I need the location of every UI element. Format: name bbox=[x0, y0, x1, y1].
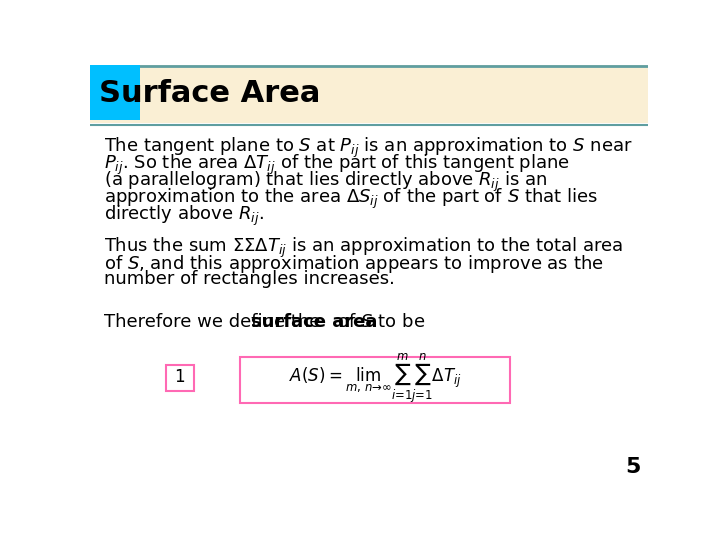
Text: (a parallelogram) that lies directly above $R_{ij}$ is an: (a parallelogram) that lies directly abo… bbox=[104, 170, 547, 194]
Text: surface area: surface area bbox=[251, 313, 377, 330]
Text: number of rectangles increases.: number of rectangles increases. bbox=[104, 269, 395, 288]
Text: of $S$ to be: of $S$ to be bbox=[332, 313, 425, 330]
Text: $A(S) = \lim_{m,\, n\to\infty} \sum_{i=1}^{m} \sum_{j=1}^{n} \Delta T_{ij}$: $A(S) = \lim_{m,\, n\to\infty} \sum_{i=1… bbox=[289, 352, 462, 405]
Text: Thus the sum $\Sigma\Sigma\Delta T_{ij}$ is an approximation to the total area: Thus the sum $\Sigma\Sigma\Delta T_{ij}$… bbox=[104, 236, 624, 260]
Text: Therefore we define the: Therefore we define the bbox=[104, 313, 326, 330]
Text: approximation to the area $\Delta S_{ij}$ of the part of $S$ that lies: approximation to the area $\Delta S_{ij}… bbox=[104, 186, 598, 211]
FancyBboxPatch shape bbox=[166, 365, 194, 392]
Text: Surface Area: Surface Area bbox=[99, 79, 320, 108]
FancyBboxPatch shape bbox=[90, 65, 140, 120]
Text: of $S$, and this approximation appears to improve as the: of $S$, and this approximation appears t… bbox=[104, 253, 603, 275]
Text: directly above $R_{ij}$.: directly above $R_{ij}$. bbox=[104, 204, 264, 227]
Text: 1: 1 bbox=[174, 368, 185, 386]
Text: The tangent plane to $S$ at $P_{ij}$ is an approximation to $S$ near: The tangent plane to $S$ at $P_{ij}$ is … bbox=[104, 136, 633, 160]
FancyBboxPatch shape bbox=[240, 356, 510, 403]
FancyBboxPatch shape bbox=[90, 65, 648, 123]
Text: 5: 5 bbox=[625, 457, 640, 477]
Text: $P_{ij}$. So the area $\Delta T_{ij}$ of the part of this tangent plane: $P_{ij}$. So the area $\Delta T_{ij}$ of… bbox=[104, 153, 570, 177]
